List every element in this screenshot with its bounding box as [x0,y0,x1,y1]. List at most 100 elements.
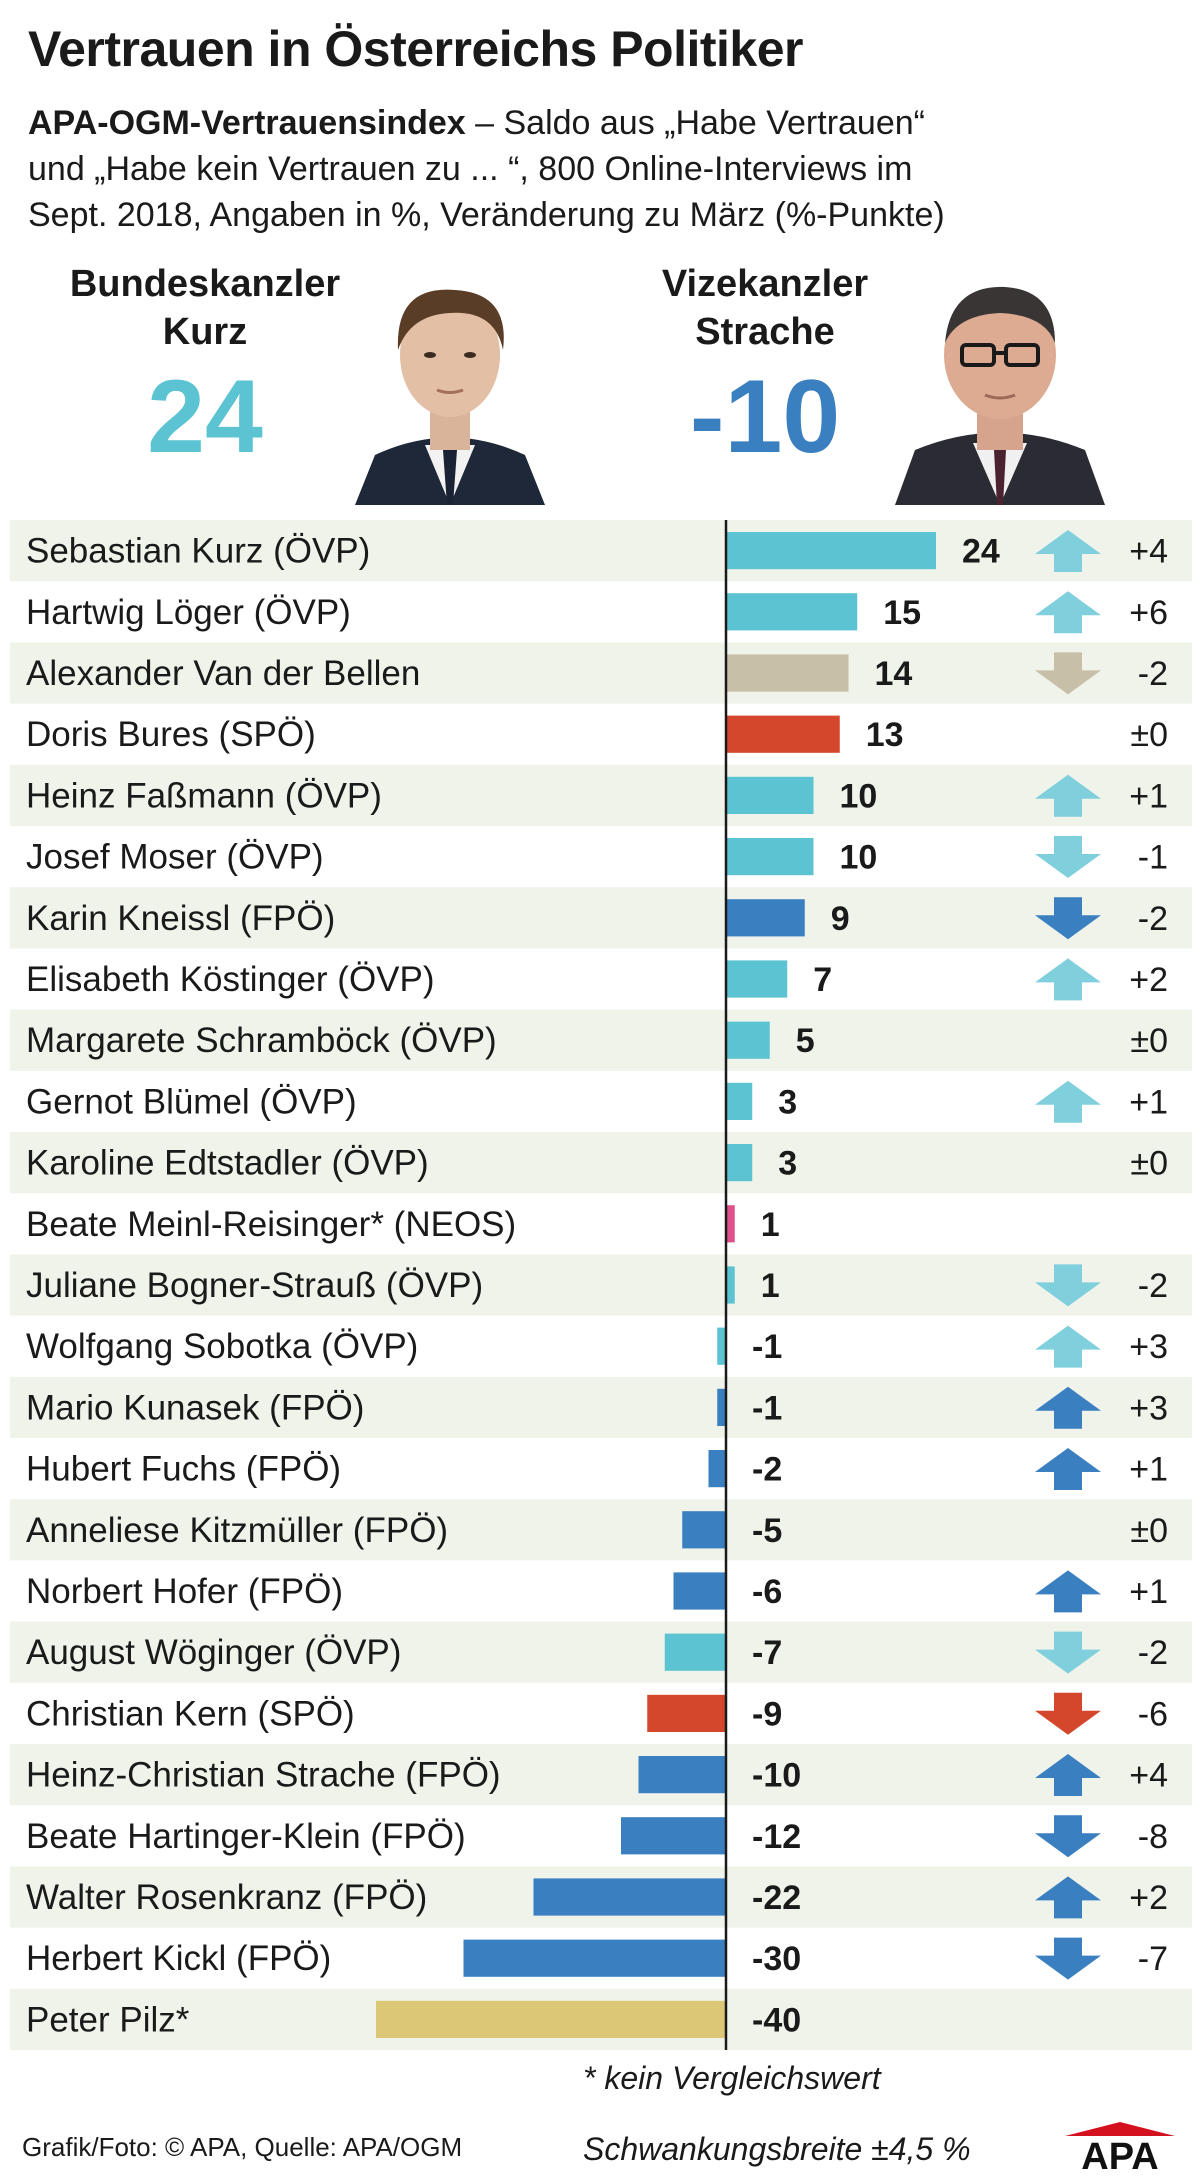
row-label: Anneliese Kitzmüller (FPÖ) [26,1511,448,1550]
change-label: ±0 [1130,1022,1168,1060]
margin-of-error: Schwankungsbreite ±4,5 % [583,2131,971,2167]
row-shade [10,1744,1192,1806]
portrait-kurz-photo [345,255,555,505]
change-label: -2 [1138,655,1168,693]
change-label: -6 [1138,1695,1168,1733]
change-label: -2 [1138,1267,1168,1305]
change-label: +2 [1129,1879,1168,1917]
row-shade [10,520,1192,582]
credit-line: Grafik/Foto: © APA, Quelle: APA/OGM [22,2132,463,2162]
apa-logo-text: APA [1081,2136,1158,2172]
apa-logo: APA [1065,2122,1175,2172]
trust-index-chart: Sebastian Kurz (ÖVP) 24 +4 Hartwig Löger (Ö… [10,520,1192,2050]
row-label: Beate Hartinger-Klein (FPÖ) [26,1817,466,1856]
bar [726,899,805,937]
bar [726,593,858,631]
bar [726,960,788,998]
data-label: -22 [752,1879,801,1917]
row-label: Herbert Kickl (FPÖ) [26,1939,331,1978]
change-arrow-down-icon [1035,1692,1101,1735]
data-label: -9 [752,1695,782,1733]
row-label: Sebastian Kurz (ÖVP) [26,532,370,571]
change-label: +4 [1129,1757,1168,1795]
row-label: Josef Moser (ÖVP) [26,838,324,877]
row-label: Peter Pilz* [26,2000,190,2039]
row-shade [10,642,1192,704]
bar [717,1388,726,1426]
change-label: ±0 [1130,716,1168,754]
change-arrow-up-icon [1035,1325,1101,1368]
change-label: -2 [1138,900,1168,938]
data-label: 7 [813,961,832,999]
footnote: * kein Vergleichswert [583,2060,881,2096]
data-label: -6 [752,1573,782,1611]
change-arrow-down-icon [1035,652,1101,695]
change-arrow-up-icon [1035,530,1101,572]
data-label: -1 [752,1389,782,1427]
row-label: Karoline Edtstadler (ÖVP) [26,1144,429,1183]
change-arrow-up-icon [1035,1080,1101,1123]
hero-strache-role: Vizekanzler [661,263,869,305]
row-shade [10,1009,1192,1071]
change-label: +1 [1129,1573,1168,1611]
hero-kurz: Bundeskanzler Kurz 24 [40,260,370,472]
change-arrow-down-icon [1035,1631,1101,1674]
bar [621,1817,726,1855]
hero-strache-name: Strache [695,311,835,353]
change-arrow-up-icon [1035,1876,1101,1919]
bar [726,776,814,814]
row-label: August Wöginger (ÖVP) [26,1633,401,1672]
change-arrow-up-icon [1035,591,1101,634]
portrait-strache-photo [895,255,1105,505]
row-label: Walter Rosenkranz (FPÖ) [26,1878,427,1917]
change-label: -2 [1138,1634,1168,1672]
row-label: Wolfgang Sobotka (ÖVP) [26,1327,418,1366]
hero-strache: Vizekanzler Strache -10 [600,260,930,472]
change-label: +1 [1129,1451,1168,1489]
row-label: Beate Meinl-Reisinger* (NEOS) [26,1205,516,1244]
subtitle-line2: und „Habe kein Vertrauen zu ... “, 800 O… [28,150,913,188]
bar [726,532,936,570]
data-label: 10 [840,839,878,877]
bar [673,1572,726,1610]
change-arrow-down-icon [1035,1264,1101,1307]
data-label: 15 [883,594,921,632]
change-label: +1 [1129,777,1168,815]
bar [638,1756,726,1794]
bar [463,1939,726,1977]
change-label: +4 [1129,533,1168,571]
row-label: Doris Bures (SPÖ) [26,715,316,754]
row-label: Karin Kneissl (FPÖ) [26,899,335,938]
data-label: -12 [752,1818,801,1856]
hero-kurz-value: 24 [147,359,263,475]
data-label: -1 [752,1328,782,1366]
row-label: Hubert Fuchs (FPÖ) [26,1450,341,1489]
bar [726,1082,753,1120]
data-label: 3 [778,1083,797,1121]
data-label: -10 [752,1757,801,1795]
change-arrow-down-icon [1035,836,1101,878]
row-shade [10,1376,1192,1438]
change-label: +3 [1129,1328,1168,1366]
row-shade [10,1621,1192,1683]
row-label: Juliane Bogner-Strauß (ÖVP) [26,1266,483,1305]
bar [726,1021,770,1059]
hero-kurz-role: Bundeskanzler [69,263,341,305]
row-label: Heinz Faßmann (ÖVP) [26,776,382,815]
row-label: Norbert Hofer (FPÖ) [26,1572,343,1611]
change-label: +3 [1129,1389,1168,1427]
change-arrow-down-icon [1035,897,1101,940]
row-shade [10,764,1192,826]
data-label: 9 [831,900,850,938]
change-label: -7 [1138,1940,1168,1978]
change-label: ±0 [1130,1512,1168,1550]
bar [726,715,840,753]
row-label: Gernot Blümel (ÖVP) [26,1082,357,1121]
bar [726,1144,753,1182]
row-shade [10,1132,1192,1194]
row-label: Margarete Schramböck (ÖVP) [26,1021,497,1060]
data-label: -5 [752,1512,782,1550]
row-label: Alexander Van der Bellen [26,654,420,693]
change-arrow-up-icon [1035,958,1101,1001]
bar [376,2000,726,2038]
